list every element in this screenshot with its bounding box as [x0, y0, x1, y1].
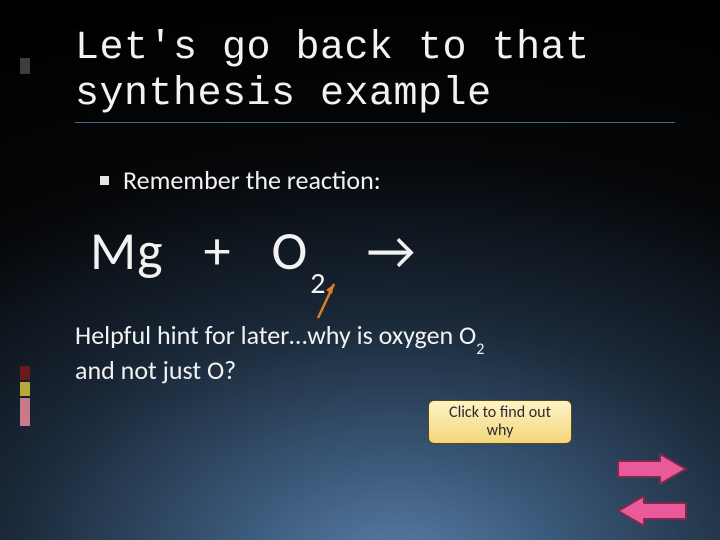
sidebar-accent-block	[20, 58, 30, 74]
hint-subscript: 2	[476, 340, 484, 359]
reactant-2: O2	[272, 218, 327, 290]
sidebar-accent-block	[20, 398, 30, 426]
hint-text: Helpful hint for later…why is oxygen O2 …	[75, 320, 495, 387]
hint-post: and not just O?	[75, 354, 236, 386]
hint-pre: Helpful hint for later…why is oxygen O	[75, 319, 476, 351]
plus-sign: +	[204, 218, 232, 284]
bullet-icon	[100, 176, 109, 185]
button-label: Click to find out why	[435, 404, 565, 439]
slide-title: Let's go back to that synthesis example	[75, 26, 675, 123]
sidebar-accent-block	[20, 382, 30, 396]
reactant-2-symbol: O	[272, 218, 309, 284]
sidebar-accent-block	[20, 366, 30, 380]
bullet-text: Remember the reaction:	[123, 164, 381, 196]
prev-arrow-button[interactable]	[616, 494, 688, 528]
reactant-2-subscript: 2	[310, 265, 326, 302]
reactant-1: Mg	[90, 218, 164, 284]
slide: Let's go back to that synthesis example …	[0, 0, 720, 540]
find-out-why-button[interactable]: Click to find out why	[428, 400, 572, 444]
bullet-row: Remember the reaction:	[100, 164, 381, 196]
reaction-arrow: →	[366, 218, 416, 284]
next-arrow-button[interactable]	[616, 452, 688, 486]
reaction-equation: Mg + O2 →	[90, 218, 416, 290]
sidebar-accent	[0, 0, 34, 540]
